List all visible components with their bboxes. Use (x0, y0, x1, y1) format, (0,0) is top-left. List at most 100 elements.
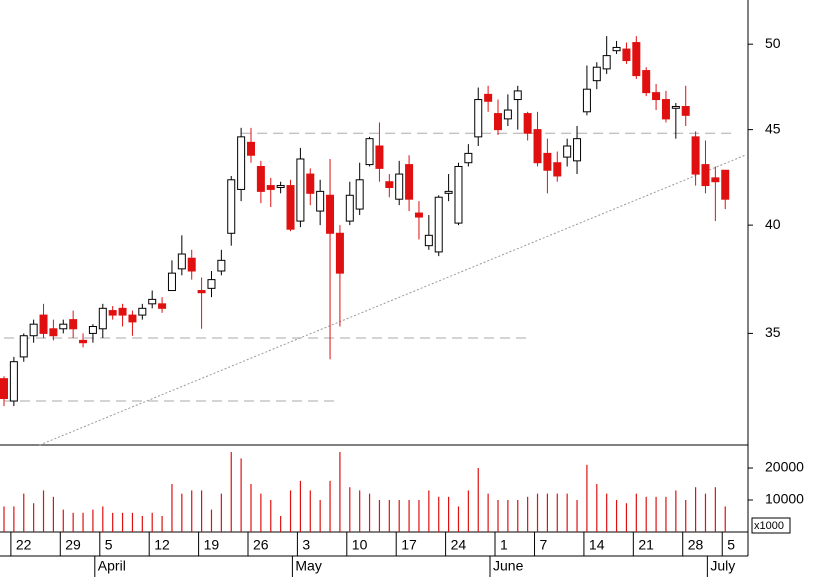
candle-body (464, 152, 473, 164)
candle-body (167, 272, 176, 292)
candle-body (98, 307, 107, 330)
candle-body (69, 319, 78, 330)
month-label: June (493, 558, 524, 574)
candle-body (523, 113, 532, 134)
candle-body (335, 232, 344, 274)
candle-body (326, 194, 335, 234)
candle-body (187, 257, 196, 272)
candle-body (573, 138, 582, 162)
month-label: April (98, 558, 126, 574)
y-tick-label: 40 (765, 216, 781, 232)
candle-body (39, 314, 48, 334)
candle-body (652, 92, 661, 101)
month-label: May (295, 558, 321, 574)
candle-body (118, 307, 127, 316)
candle-body (484, 93, 493, 102)
y-tick-label: 45 (765, 120, 781, 136)
candle-body (355, 179, 364, 210)
candle-body (148, 298, 157, 305)
candle-body (474, 99, 483, 138)
candle-body (405, 164, 414, 200)
x-tick-label: 28 (688, 537, 704, 553)
candle-body (671, 106, 680, 109)
candle-body (681, 106, 690, 116)
x-tick-label: 26 (253, 537, 269, 553)
candle-body (622, 48, 631, 62)
candle-body (197, 290, 206, 294)
candle-body (503, 109, 512, 120)
candle-body (385, 181, 394, 188)
candle-body (553, 162, 562, 177)
candle-body (29, 323, 38, 337)
candle-body (0, 378, 8, 400)
candle-body (247, 141, 255, 156)
candle-body (454, 165, 463, 224)
x-tick-label: 5 (105, 537, 113, 553)
candle-body (9, 361, 18, 402)
unit-label: x1000 (754, 520, 784, 532)
candle-body (286, 185, 295, 230)
candle-body (513, 90, 522, 101)
x-tick-label: 14 (589, 537, 605, 553)
candle-body (701, 164, 710, 187)
candle-body (345, 194, 354, 222)
candle-body (227, 179, 236, 234)
candle-body (395, 173, 404, 200)
candle-body (296, 158, 305, 222)
candle-body (217, 259, 226, 272)
trend-line (39, 154, 746, 446)
candle-body (79, 339, 88, 344)
y-tick-label: 35 (765, 324, 781, 340)
x-tick-label: 21 (638, 537, 654, 553)
x-tick-label: 12 (154, 537, 170, 553)
candle-body (434, 196, 443, 253)
candle-body (256, 165, 265, 192)
candle-body (375, 145, 384, 169)
candle-body (19, 335, 28, 358)
candle-body (632, 42, 641, 77)
candle-body (276, 185, 285, 188)
candle-body (128, 314, 137, 323)
x-tick-label: 22 (16, 537, 32, 553)
x-tick-label: 10 (352, 537, 368, 553)
candle-body (691, 136, 700, 175)
unit-box (751, 517, 791, 534)
candle-body (612, 46, 621, 52)
x-tick-label: 1 (500, 537, 508, 553)
month-label: July (710, 558, 735, 574)
candle-body (266, 185, 275, 190)
x-tick-label: 7 (540, 537, 548, 553)
candle-body (49, 328, 58, 337)
candle-body (444, 190, 453, 194)
x-tick-label: 3 (302, 537, 310, 553)
candle-body (306, 173, 315, 194)
candle-body (177, 253, 186, 270)
candle-body (424, 234, 433, 247)
x-tick-label: 19 (204, 537, 220, 553)
y-tick-label: 50 (765, 35, 781, 51)
candle-body (316, 190, 325, 212)
x-tick-label: 29 (65, 537, 81, 553)
candle-body (494, 113, 502, 131)
y-tick-label: 10000 (765, 491, 804, 507)
candle-body (642, 70, 651, 94)
candle-body (602, 55, 611, 70)
x-tick-label: 5 (727, 537, 735, 553)
candle-body (59, 323, 68, 330)
candle-body (533, 129, 542, 164)
candle-body (563, 145, 572, 158)
candle-body (138, 307, 147, 316)
x-tick-label: 17 (401, 537, 417, 553)
candle-body (721, 169, 730, 200)
candle-body (365, 138, 374, 166)
candle-body (237, 136, 246, 190)
candle-body (414, 212, 423, 218)
candle-body (158, 303, 167, 309)
candle-body (543, 152, 552, 171)
candle-body (711, 177, 720, 183)
y-tick-label: 20000 (765, 459, 804, 475)
candle-body (661, 99, 670, 120)
candle-body (582, 88, 591, 113)
candle-body (88, 325, 97, 334)
